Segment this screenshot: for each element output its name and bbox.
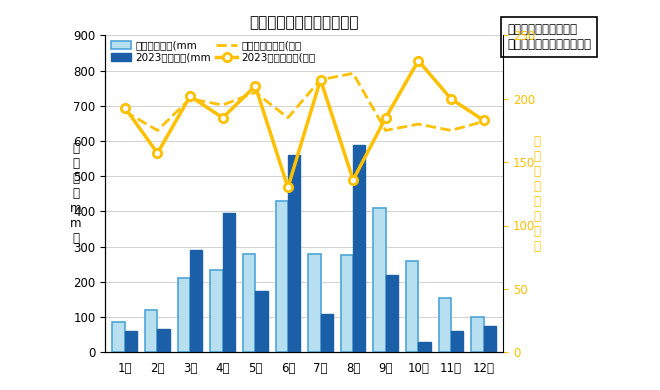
Bar (308, 254, 321, 352)
Bar (288, 155, 300, 352)
Bar (438, 298, 451, 352)
Y-axis label: 日
照
時
間
（
時
間
）: 日 照 時 間 （ 時 間 ） (533, 135, 541, 253)
Bar (321, 314, 333, 352)
Bar (275, 201, 288, 352)
Legend: 降水量平年値(mm, 2023年降水量(mm, 日照時間平年値(時間, 2023年日照時間(時間: 降水量平年値(mm, 2023年降水量(mm, 日照時間平年値(時間, 2023… (110, 41, 315, 63)
Bar (484, 326, 496, 352)
Y-axis label: 降
水
量
（
m
m
）: 降 水 量 （ m m ） (70, 142, 81, 245)
Text: 日照時間は平年並で、
降水量は平年より少ない。: 日照時間は平年並で、 降水量は平年より少ない。 (507, 23, 591, 51)
Title: 降水量・日照時間（月別）: 降水量・日照時間（月別） (249, 15, 359, 30)
Bar (385, 275, 398, 352)
Bar (406, 261, 418, 352)
Bar (255, 291, 268, 352)
Bar (112, 323, 125, 352)
Bar (145, 310, 158, 352)
Bar (158, 330, 170, 352)
Bar (190, 250, 203, 352)
Bar (125, 331, 137, 352)
Bar (374, 208, 385, 352)
Bar (341, 255, 353, 352)
Bar (451, 331, 463, 352)
Bar (243, 254, 255, 352)
Bar (418, 342, 431, 352)
Bar (471, 317, 484, 352)
Bar (211, 269, 222, 352)
Bar (178, 278, 190, 352)
Bar (222, 213, 235, 352)
Bar (353, 145, 366, 352)
